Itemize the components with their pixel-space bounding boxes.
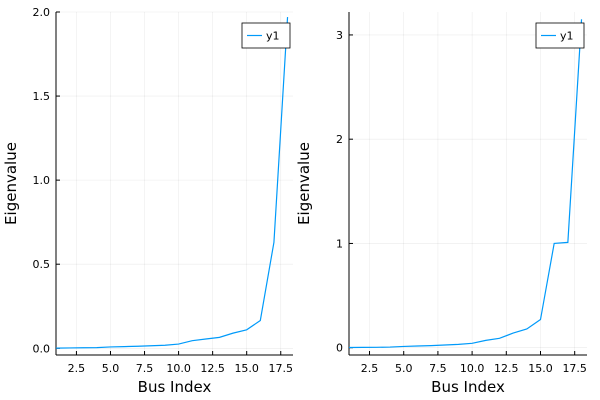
- x-tick-label: 15.0: [528, 362, 553, 375]
- legend-label: y1: [560, 30, 574, 43]
- y-tick-label: 3: [336, 29, 343, 42]
- x-tick-label: 5.0: [395, 362, 413, 375]
- x-tick-label: 2.5: [361, 362, 379, 375]
- x-tick-label: 12.5: [200, 362, 225, 375]
- x-tick-label: 17.5: [268, 362, 293, 375]
- x-tick-label: 7.5: [429, 362, 447, 375]
- y-tick-label: 1.0: [33, 174, 51, 187]
- legend-label: y1: [266, 30, 280, 43]
- y-tick-label: 0: [336, 342, 343, 355]
- y-tick-label: 1.5: [33, 90, 51, 103]
- series-line-y1: [55, 17, 289, 349]
- x-tick-label: 15.0: [234, 362, 259, 375]
- x-tick-label: 5.0: [102, 362, 120, 375]
- y-axis-label: Eigenvalue: [295, 142, 313, 225]
- chart-panel-2: 2.5 5.0 7.5 10.0 12.5 15.0 17.5 0 1 2 3 Bus Index Ei…: [295, 12, 587, 396]
- y-tick-label: 0.5: [33, 258, 51, 271]
- x-tick-label: 7.5: [136, 362, 154, 375]
- y-tick-label: 2: [336, 133, 343, 146]
- y-tick-label: 2.0: [33, 6, 51, 19]
- x-tick-label: 2.5: [68, 362, 86, 375]
- x-tick-label: 10.0: [166, 362, 191, 375]
- x-tick-label: 10.0: [460, 362, 485, 375]
- y-axis-label: Eigenvalue: [2, 142, 20, 225]
- x-axis-label: Bus Index: [138, 378, 212, 396]
- x-axis-label: Bus Index: [431, 378, 505, 396]
- x-tick-label: 12.5: [494, 362, 519, 375]
- y-tick-label: 0.0: [33, 342, 51, 355]
- series-line-y1: [348, 19, 583, 349]
- y-tick-label: 1: [336, 237, 343, 250]
- x-tick-label: 17.5: [562, 362, 587, 375]
- chart-panel-1: 2.5 5.0 7.5 10.0 12.5 15.0 17.5 0.0 0.5 1.0 1.5 2.0…: [2, 6, 293, 396]
